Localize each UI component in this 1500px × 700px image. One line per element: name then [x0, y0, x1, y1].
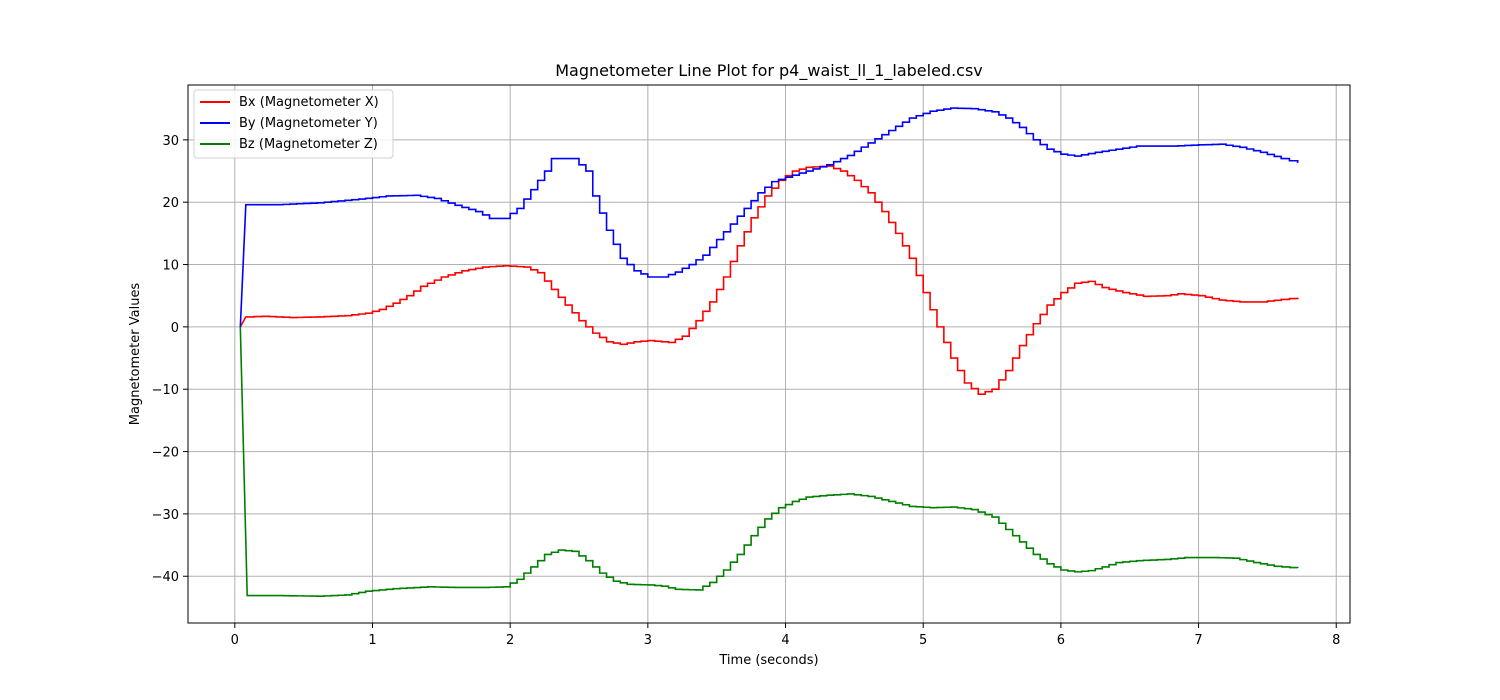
- x-axis-label: Time (seconds): [718, 653, 818, 668]
- legend: Bx (Magnetometer X) By (Magnetometer Y) …: [193, 89, 394, 159]
- y-tick-label: −40: [152, 570, 179, 585]
- x-tick-label: 2: [506, 633, 514, 648]
- series-line-bz: [239, 326, 1299, 597]
- x-tick-label: 7: [1194, 633, 1202, 648]
- y-tick-label: 10: [162, 259, 179, 274]
- y-axis-label: Magnetometer Values: [128, 283, 143, 426]
- y-tick-label: 0: [171, 321, 179, 336]
- y-tick-label: 30: [162, 134, 179, 149]
- legend-label-bz: Bz (Magnetometer Z): [239, 137, 378, 152]
- x-tick-label: 5: [919, 633, 927, 648]
- x-tick-label: 0: [231, 633, 239, 648]
- series-line-by: [239, 107, 1299, 327]
- y-tick-label: −20: [152, 446, 179, 461]
- x-tick-label: 6: [1057, 633, 1065, 648]
- x-tick-label: 8: [1332, 633, 1340, 648]
- y-tick-label: 20: [162, 196, 179, 211]
- legend-label-by: By (Magnetometer Y): [239, 116, 378, 131]
- x-tick-label: 4: [781, 633, 789, 648]
- y-tick-label: −30: [152, 508, 179, 523]
- series-line-bx: [239, 165, 1299, 396]
- x-tick-label: 1: [368, 633, 376, 648]
- legend-label-bx: Bx (Magnetometer X): [239, 95, 379, 110]
- x-tick-label: 3: [644, 633, 652, 648]
- y-tick-label: −10: [152, 383, 179, 398]
- plot-frame: [187, 84, 1351, 624]
- legend-box: [193, 89, 394, 159]
- plot-lines: [239, 107, 1299, 597]
- grid: [188, 85, 1350, 623]
- axis-ticks: 0 1 2 3 4 5 6 7 8 30 20 10 0 −10 −20 −30 −40: [152, 134, 1341, 648]
- chart-title: Magnetometer Line Plot for p4_waist_ll_1…: [555, 61, 983, 81]
